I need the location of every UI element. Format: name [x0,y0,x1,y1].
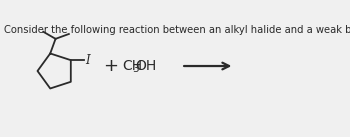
Text: OH: OH [135,59,156,73]
Text: Consider the following reaction between an alkyl halide and a weak base.: Consider the following reaction between … [4,25,350,35]
Text: I: I [85,54,90,67]
Text: 3: 3 [132,64,139,74]
Text: CH: CH [122,59,142,73]
Text: +: + [103,57,118,75]
